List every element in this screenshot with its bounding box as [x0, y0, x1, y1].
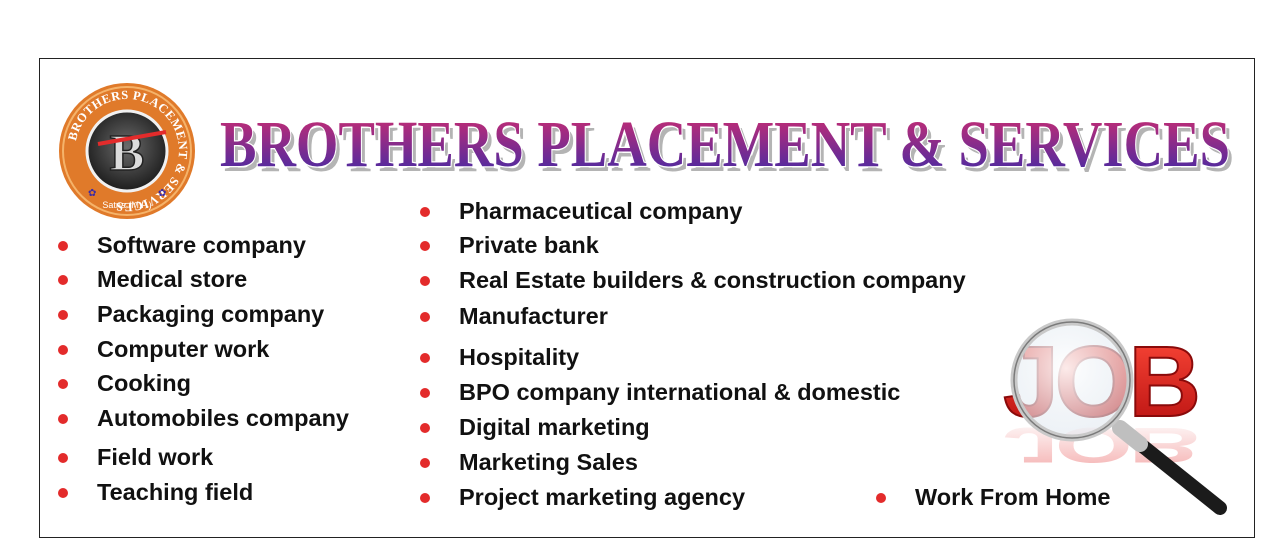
bullet-icon: [58, 379, 68, 389]
poster-frame: [39, 58, 1255, 538]
star-icon: ✿: [158, 188, 166, 199]
bullet-icon: [420, 207, 430, 217]
headline-title: BROTHERS PLACEMENT & SERVICES: [220, 108, 1230, 181]
bullet-icon: [58, 488, 68, 498]
bullet-icon: [420, 493, 430, 503]
bullet-icon: [58, 275, 68, 285]
bullet-icon: [420, 276, 430, 286]
bullet-icon: [58, 414, 68, 424]
bullet-icon: [58, 453, 68, 463]
bullet-icon: [58, 345, 68, 355]
headline-banner: BROTHERS PLACEMENT & SERVICES BROTHERS P…: [219, 107, 1234, 186]
bullet-icon: [58, 310, 68, 320]
company-logo: BROTHERS PLACEMENT & SERVICES B Satna (M…: [59, 83, 195, 219]
bullet-icon: [420, 458, 430, 468]
bullet-icon: [420, 423, 430, 433]
magnifying-glass-icon: [1010, 318, 1227, 515]
bullet-icon: [420, 388, 430, 398]
job-magnifier-graphic: JOB JOB: [1002, 318, 1227, 515]
headline-shadow: BROTHERS PLACEMENT & SERVICES: [224, 113, 1234, 186]
bullet-icon: [58, 241, 68, 251]
logo-location: Satna (M.P.): [102, 200, 151, 210]
bullet-icon: [876, 493, 886, 503]
bullet-icon: [420, 241, 430, 251]
bullet-icon: [420, 312, 430, 322]
star-icon: ✿: [88, 188, 96, 199]
bullet-icon: [420, 353, 430, 363]
logo-monogram: B: [110, 125, 145, 182]
